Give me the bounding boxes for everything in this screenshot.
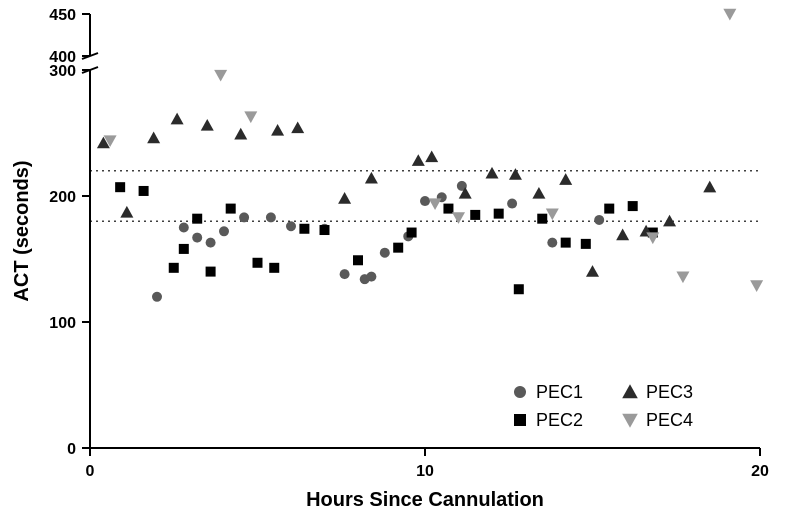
data-point [214,70,227,82]
data-point [179,223,189,233]
data-point [271,124,284,136]
data-point [546,208,559,220]
chart-svg: 010200100200300400450Hours Since Cannula… [0,0,786,524]
data-point [147,132,160,144]
y-tick-label: 0 [67,441,76,458]
data-point [366,272,376,282]
data-point [425,150,438,162]
y-tick-label: 200 [49,189,76,206]
act-scatter-chart: 010200100200300400450Hours Since Cannula… [0,0,786,524]
x-tick-label: 20 [751,463,769,480]
data-point [192,233,202,243]
data-point [594,215,604,225]
data-point [470,210,480,220]
legend-marker [514,414,526,426]
data-point [239,212,249,222]
data-point [171,113,184,125]
data-point [663,215,676,227]
data-point [286,221,296,231]
data-point [226,204,236,214]
data-point [646,232,659,244]
data-point [604,204,614,214]
data-point [192,214,202,224]
data-point [206,238,216,248]
data-point [338,192,351,204]
data-point [120,206,133,218]
data-point [561,238,571,248]
legend-label: PEC3 [646,382,693,402]
data-point [407,228,417,238]
data-point [537,214,547,224]
legend-label: PEC1 [536,382,583,402]
data-point [676,271,689,283]
legend-label: PEC2 [536,410,583,430]
data-point [559,173,572,185]
x-tick-label: 10 [416,463,434,480]
data-point [169,263,179,273]
data-point [206,267,216,277]
data-point [586,265,599,277]
data-point [616,229,629,241]
data-point [703,181,716,193]
legend-marker [622,414,638,428]
data-point [443,204,453,214]
y-axis-title: ACT (seconds) [11,160,33,301]
data-point [507,199,517,209]
data-point [393,243,403,253]
data-point [244,111,257,123]
data-point [420,196,430,206]
data-point [723,9,736,21]
data-point [429,198,442,210]
data-point [412,154,425,166]
data-point [581,239,591,249]
data-point [269,263,279,273]
data-point [152,292,162,302]
data-point [201,119,214,131]
y-tick-label: 100 [49,315,76,332]
data-point [219,226,229,236]
legend-marker [514,386,526,398]
data-point [139,186,149,196]
data-point [266,212,276,222]
data-point [320,225,330,235]
data-point [514,284,524,294]
data-point [179,244,189,254]
data-point [253,258,263,268]
data-point [115,182,125,192]
data-point [494,209,504,219]
data-point [750,280,763,292]
data-point [509,168,522,180]
x-axis-title: Hours Since Cannulation [306,489,544,511]
data-point [547,238,557,248]
data-point [234,128,247,140]
legend-marker [622,384,638,398]
x-tick-label: 0 [86,463,95,480]
data-point [532,187,545,199]
data-point [365,172,378,184]
data-point [291,121,304,133]
y-tick-label: 450 [49,7,76,24]
data-point [486,167,499,179]
data-point [380,248,390,258]
legend-label: PEC4 [646,410,693,430]
data-point [452,212,465,224]
data-point [628,201,638,211]
data-point [340,269,350,279]
data-point [353,255,363,265]
y-tick-label: 400 [49,49,76,66]
data-point [299,224,309,234]
